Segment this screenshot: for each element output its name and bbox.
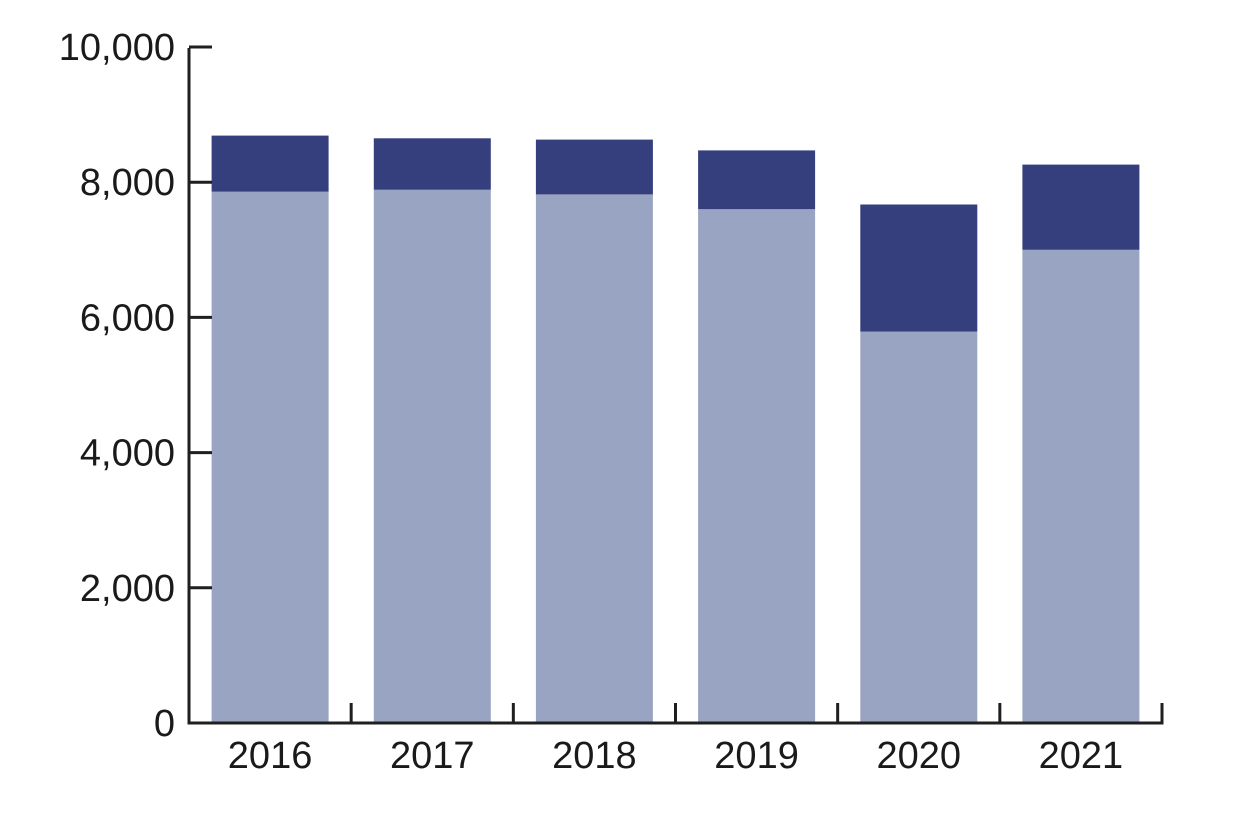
x-tick-label-2018: 2018 <box>552 735 637 777</box>
bar-2021-top-dark-segment <box>1022 164 1140 250</box>
x-tick-label-2019: 2019 <box>714 735 799 777</box>
y-tick-label-10000: 10,000 <box>59 27 175 69</box>
bar-2017-bottom-light-segment <box>373 189 491 724</box>
bar-2020-bottom-light-segment <box>860 331 978 723</box>
x-tick-label-2021: 2021 <box>1039 735 1124 777</box>
bar-2018-bottom-light-segment <box>535 194 653 723</box>
y-tick-label-2000: 2,000 <box>80 568 175 610</box>
y-tick-label-6000: 6,000 <box>80 297 175 339</box>
bar-2020-top-dark-segment <box>860 204 978 332</box>
bar-2016-top-dark-segment <box>211 135 329 192</box>
bar-2016-bottom-light-segment <box>211 191 329 723</box>
x-tick-label-2017: 2017 <box>390 735 475 777</box>
bar-2018-top-dark-segment <box>535 139 653 195</box>
y-tick-label-0: 0 <box>154 703 175 745</box>
bar-2019-bottom-light-segment <box>698 209 816 723</box>
bar-2021-bottom-light-segment <box>1022 249 1140 724</box>
bar-2019-top-dark-segment <box>698 150 816 210</box>
y-tick-label-4000: 4,000 <box>80 433 175 475</box>
y-tick-label-8000: 8,000 <box>80 162 175 204</box>
bar-2017-top-dark-segment <box>373 138 491 190</box>
x-tick-label-2016: 2016 <box>228 735 313 777</box>
x-tick-label-2020: 2020 <box>876 735 961 777</box>
